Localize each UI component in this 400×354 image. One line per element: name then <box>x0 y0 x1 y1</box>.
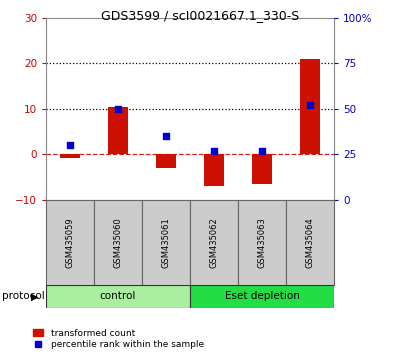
Bar <box>108 107 128 154</box>
Bar <box>286 200 334 285</box>
Point <box>115 106 121 112</box>
Text: GSM435064: GSM435064 <box>306 217 314 268</box>
Bar <box>238 200 286 285</box>
Text: GSM435061: GSM435061 <box>162 217 170 268</box>
Point <box>67 142 73 148</box>
Text: ▶: ▶ <box>32 291 39 302</box>
Bar <box>60 154 80 158</box>
Point <box>259 148 265 154</box>
Bar <box>204 154 224 186</box>
Text: protocol: protocol <box>2 291 45 302</box>
Text: control: control <box>100 291 136 302</box>
Bar <box>190 285 334 308</box>
Text: GDS3599 / scI0021667.1_330-S: GDS3599 / scI0021667.1_330-S <box>101 9 299 22</box>
Bar <box>190 200 238 285</box>
Point <box>163 133 169 139</box>
Bar <box>300 59 320 154</box>
Text: GSM435062: GSM435062 <box>210 217 218 268</box>
Point <box>211 148 217 154</box>
Bar <box>252 154 272 184</box>
Bar <box>142 200 190 285</box>
Legend: transformed count, percentile rank within the sample: transformed count, percentile rank withi… <box>32 329 204 349</box>
Text: GSM435063: GSM435063 <box>258 217 266 268</box>
Bar <box>46 200 94 285</box>
Bar <box>156 154 176 168</box>
Text: GSM435060: GSM435060 <box>114 217 122 268</box>
Bar <box>94 200 142 285</box>
Bar <box>46 285 190 308</box>
Text: GSM435059: GSM435059 <box>66 217 74 268</box>
Point <box>307 102 313 108</box>
Text: Eset depletion: Eset depletion <box>224 291 300 302</box>
